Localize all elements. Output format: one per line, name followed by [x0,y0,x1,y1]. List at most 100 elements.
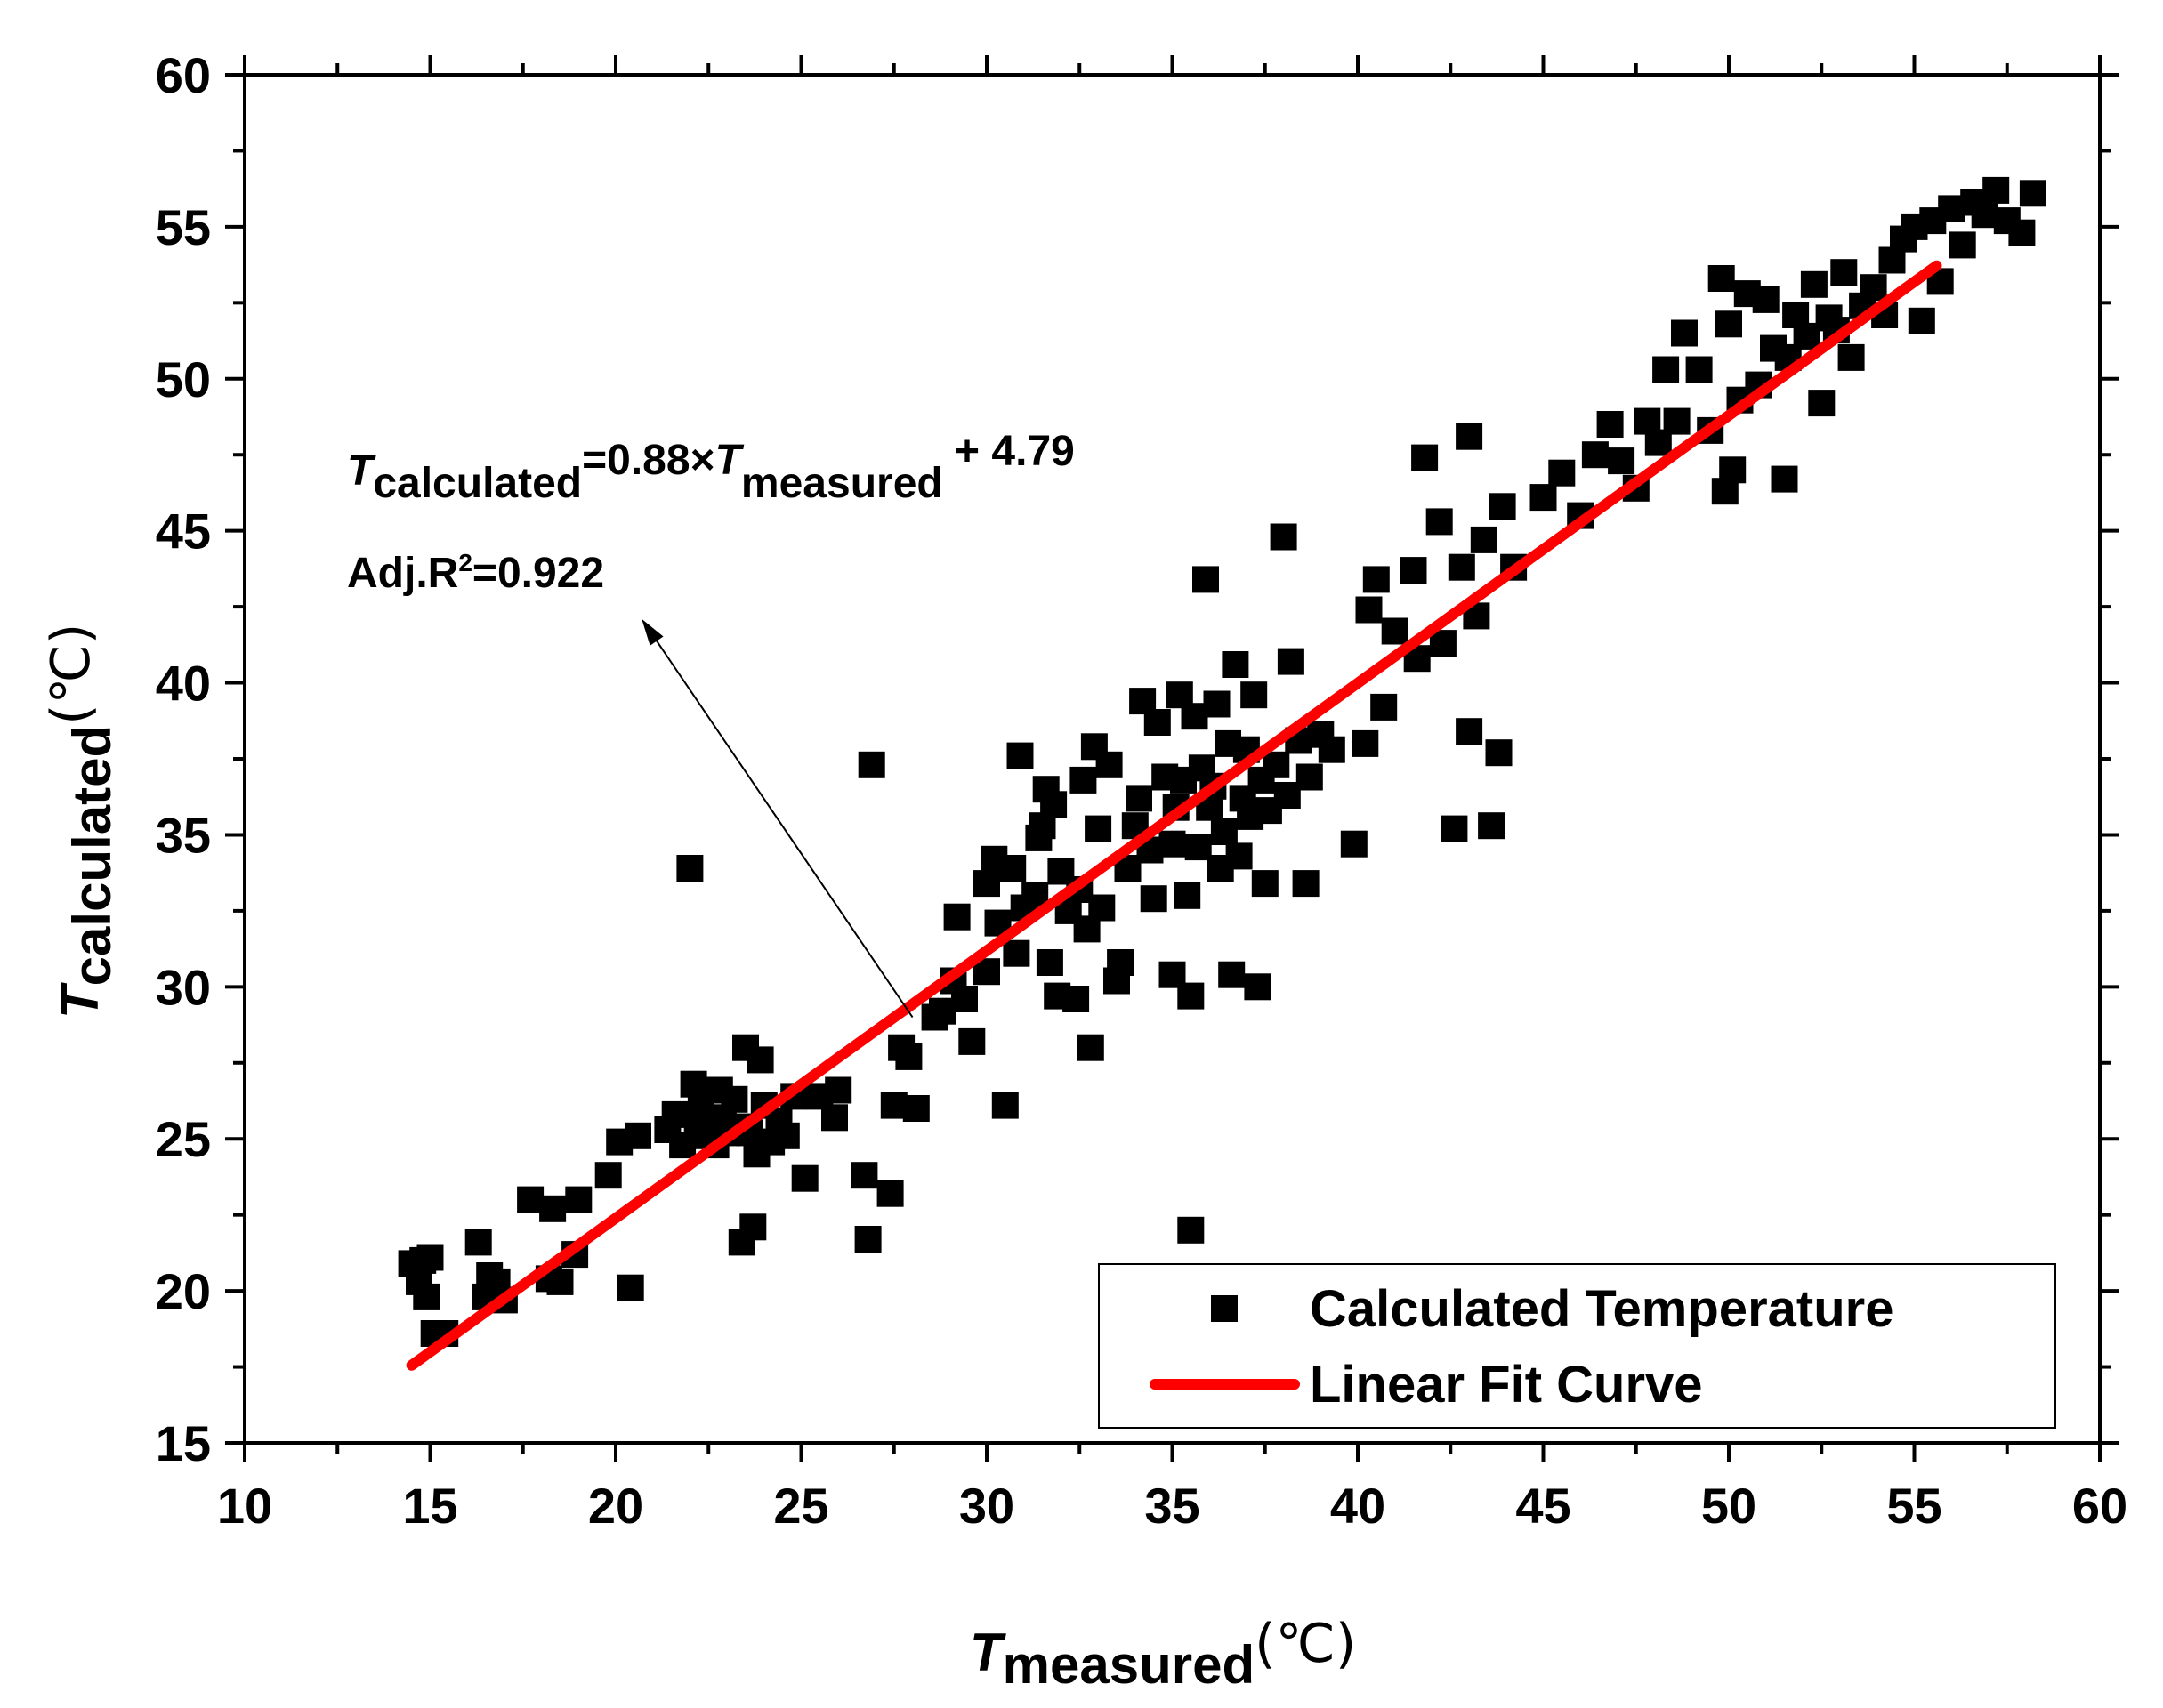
data-point [1077,1034,1104,1061]
x-axis-ticks: 10 15 20 25 30 35 40 45 50 55 60 [217,55,2127,1534]
data-point [973,870,1000,898]
legend: Calculated Temperature Linear Fit Curve [1098,1263,2056,1429]
data-point [2008,219,2036,246]
data-point [791,1164,819,1192]
data-point [1174,882,1201,909]
data-point [1225,842,1253,870]
x-tick-label: 20 [588,1478,643,1534]
data-point [1006,742,1034,769]
data-point [1837,343,1865,371]
data-point [1470,526,1497,553]
data-point [1808,390,1836,417]
data-point [1425,508,1453,536]
data-point [1370,693,1398,721]
data-point [1949,231,1976,259]
data-point [721,1085,748,1113]
data-point [895,1043,923,1070]
data-point [1177,1216,1205,1244]
y-tick-label: 25 [156,1111,211,1167]
equation-mid: =0.88× [582,437,714,484]
data-point [1982,176,2010,204]
y-title-sub: calculated [62,725,122,986]
x-title-main: T [970,1623,1006,1682]
data-point [1203,690,1231,718]
data-points-layer [398,176,2046,1347]
data-point [1088,894,1116,922]
data-point [1441,815,1468,842]
x-tick-label: 60 [2072,1478,2127,1534]
equation-rhs-sub: measured [741,460,943,507]
fit-line-layer [406,260,1942,1371]
x-axis-title: Tmeasured(℃) [970,1613,1356,1695]
data-point [1292,870,1320,898]
data-point [1244,973,1271,1001]
data-point [1411,444,1439,471]
fit-annotation: Tcalculated=0.88×Tmeasured + 4.79 Adj.R2… [347,428,1075,1019]
data-point [1036,949,1063,976]
data-point [1352,729,1379,757]
data-point [999,855,1027,882]
data-point [1715,310,1742,338]
data-point [2019,180,2046,207]
data-point [1448,553,1475,581]
data-point [1095,751,1123,778]
data-point [1218,961,1246,988]
y-tick-label: 20 [156,1263,211,1319]
x-tick-label: 40 [1330,1478,1385,1534]
legend-label-calculated: Calculated Temperature [1310,1280,1893,1338]
data-point [1596,411,1624,438]
data-point [1277,648,1304,675]
data-point [1485,739,1513,767]
data-point [1362,566,1390,593]
data-point [413,1283,440,1310]
data-point [1158,830,1186,858]
y-tick-label: 45 [156,504,211,560]
y-axis-title: Tcalculated(℃) [40,624,122,1019]
data-point [854,1226,882,1253]
y-tick-label: 30 [156,959,211,1015]
data-point [1752,286,1780,313]
data-point [1719,456,1747,484]
x-tick-label: 55 [1886,1478,1941,1534]
data-point [1210,818,1238,845]
y-tick-label: 35 [156,807,211,863]
data-point [951,986,978,1012]
data-point [1529,484,1557,512]
r2-value: =0.922 [472,550,604,597]
data-point [1860,274,1887,302]
data-point [680,1070,707,1098]
x-tick-label: 10 [217,1478,272,1534]
data-point [617,1274,644,1301]
data-point [1381,617,1408,645]
x-title-sub: measured [1003,1635,1255,1695]
equation-lhs-sub: calculated [373,460,582,507]
data-point [1062,986,1090,1012]
data-point [1800,270,1828,298]
equation-lhs-main: T [347,447,376,495]
data-point [1830,259,1858,286]
data-point [1663,407,1691,435]
data-point [772,1122,800,1149]
data-point [739,1213,767,1241]
x-tick-label: 15 [402,1478,457,1534]
fit-equation: Tcalculated=0.88×Tmeasured + 4.79 [347,428,1075,507]
data-point [546,1268,574,1295]
y-tick-label: 50 [156,351,211,407]
data-point [1671,319,1698,347]
data-point [991,1092,1019,1119]
data-point [565,1186,593,1213]
data-point [876,1180,904,1207]
data-point [1222,651,1249,678]
legend-box [1098,1263,2056,1429]
data-point [1400,557,1427,584]
data-point [416,1244,444,1271]
data-point [1318,736,1345,763]
data-point [1263,751,1290,778]
y-axis-ticks: 15 20 25 30 35 40 45 50 55 60 [156,47,2119,1471]
data-point [1251,870,1279,898]
data-point [1140,885,1167,913]
data-point [1085,815,1112,842]
data-point [1652,356,1680,383]
data-point [594,1162,622,1189]
data-point [1126,785,1152,812]
